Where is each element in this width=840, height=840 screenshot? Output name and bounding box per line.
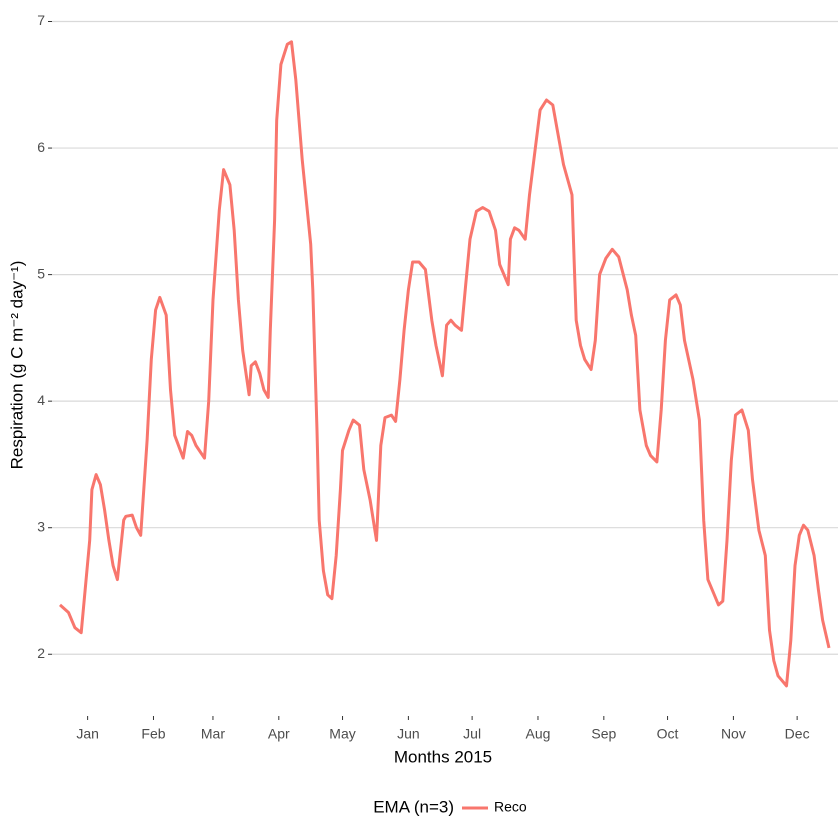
y-axis-label: Respiration (g C m⁻² day⁻¹) <box>7 261 26 470</box>
legend-title: EMA (n=3) <box>373 797 454 816</box>
series-line <box>59 40 831 688</box>
legend-label: Reco <box>494 799 527 815</box>
y-tick-label: 3 <box>37 518 45 534</box>
x-tick-label: Nov <box>721 726 746 742</box>
y-tick-label: 5 <box>37 265 45 281</box>
x-tick-label: Jul <box>463 726 481 742</box>
x-tick-label: Aug <box>526 726 551 742</box>
x-tick-label: Sep <box>591 726 616 742</box>
x-tick-label: Jan <box>76 726 99 742</box>
y-tick-label: 2 <box>37 645 45 661</box>
x-tick-label: Oct <box>657 726 679 742</box>
y-tick-label: 6 <box>37 139 45 155</box>
x-tick-label: Mar <box>201 726 225 742</box>
y-tick-label: 7 <box>37 12 45 28</box>
x-tick-label: Feb <box>141 726 165 742</box>
x-axis-label: Months 2015 <box>394 747 492 766</box>
y-tick-label: 4 <box>37 392 45 408</box>
x-tick-label: Jun <box>397 726 420 742</box>
x-tick-label: May <box>329 726 355 742</box>
x-tick-label: Dec <box>785 726 810 742</box>
x-tick-label: Apr <box>268 726 290 742</box>
